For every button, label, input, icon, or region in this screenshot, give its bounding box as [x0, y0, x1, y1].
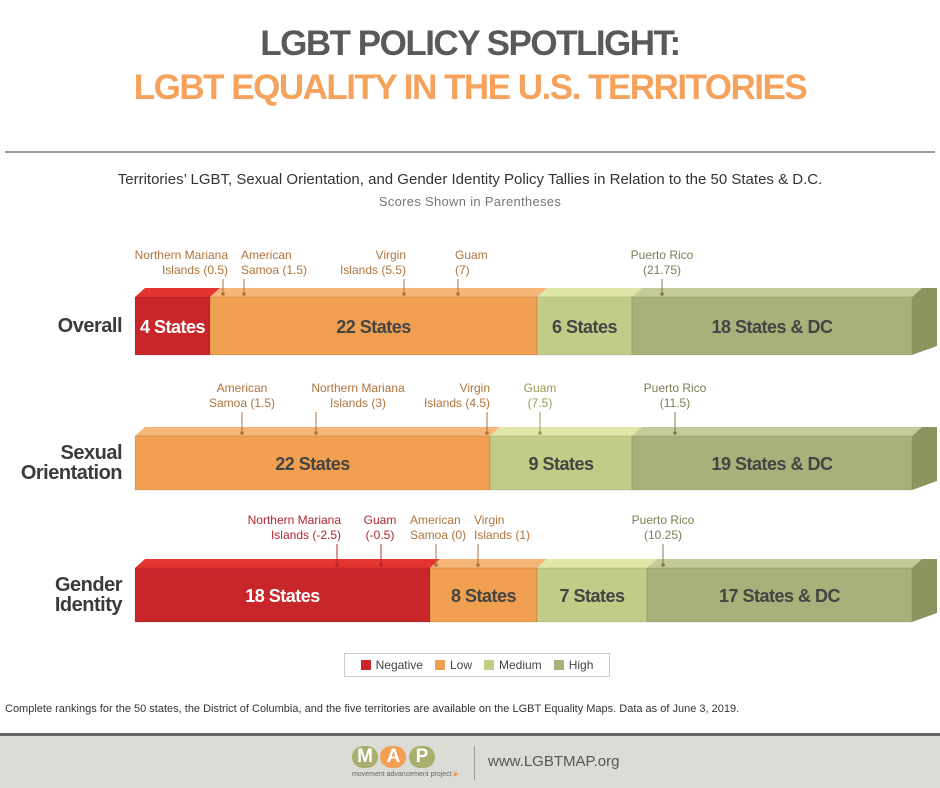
territory-marker-dot	[335, 563, 339, 567]
footer: M A P movement advancement project ▶ www…	[0, 733, 940, 788]
territory-marker-dot	[661, 563, 665, 567]
territory-marker-dot	[379, 563, 383, 567]
segment-label: 8 States	[451, 586, 517, 606]
territory-label: American Samoa (1.5)	[208, 381, 276, 410]
territory-marker-dot	[485, 431, 489, 435]
segment-label: 9 States	[528, 454, 594, 474]
bar-segment-low	[134, 435, 491, 491]
territory-marker-dot	[242, 292, 246, 296]
territory-label: Puerto Rico (21.75)	[630, 248, 694, 277]
territory-label: Virgin Islands (1)	[474, 513, 531, 542]
footnote: Complete rankings for the 50 states, the…	[5, 703, 740, 715]
segment-label: 7 States	[559, 586, 625, 606]
bar-side	[912, 288, 937, 355]
bar-segment-top	[647, 559, 922, 568]
chart-title: Territories’ LGBT, Sexual Orientation, a…	[117, 171, 823, 188]
logo-letter: A	[380, 746, 407, 768]
territory-label: Virgin Islands (4.5)	[423, 381, 490, 410]
segment-label: 22 States	[336, 317, 411, 337]
bar-segment-low	[429, 567, 538, 623]
segment-label: 18 States	[245, 586, 320, 606]
legend-item: Negative	[360, 658, 423, 672]
legend-swatch	[360, 660, 371, 670]
segment-label: 18 States & DC	[711, 317, 833, 337]
bar-segment-top	[430, 559, 547, 568]
segment-label: 22 States	[275, 454, 350, 474]
segment-label: 19 States & DC	[711, 454, 833, 474]
bar-segment-negative	[134, 567, 431, 623]
territory-label: Guam (7)	[455, 248, 488, 277]
bar-side	[912, 427, 937, 490]
segment-label: 4 States	[140, 317, 206, 337]
territory-marker-dot	[538, 431, 542, 435]
territory-marker-dot	[476, 563, 480, 567]
bar-segment-high	[631, 296, 913, 356]
territory-marker-dot	[402, 292, 406, 296]
territory-marker-dot	[314, 431, 318, 435]
territory-label: Guam (-0.5)	[363, 513, 397, 542]
bar-segment-medium	[536, 567, 648, 623]
territory-marker-dot	[673, 431, 677, 435]
play-arrow-icon: ▶	[453, 771, 459, 778]
bar-segment-top	[210, 288, 547, 297]
logo-letter: P	[408, 746, 435, 768]
bar-segment-negative	[134, 296, 211, 356]
territory-marker-dot	[660, 292, 664, 296]
bar-segment-top	[135, 288, 220, 297]
logo-tagline: movement advancement project	[352, 771, 452, 778]
divider	[5, 151, 935, 153]
legend-swatch	[553, 660, 564, 670]
territory-label: Guam (7.5)	[523, 381, 557, 410]
territory-label: Northern Mariana Islands (3)	[311, 381, 405, 410]
legend-item: High	[553, 658, 593, 672]
segment-label: 6 States	[552, 317, 618, 337]
territory-label: American Samoa (0)	[410, 513, 467, 542]
territory-marker-dot	[456, 292, 460, 296]
legend: Negative Low Medium High	[344, 653, 610, 677]
bar-chart: 4 States 22 States 6 States 18 States & DC 2…	[134, 279, 937, 623]
territory-label: Puerto Rico (11.5)	[643, 381, 707, 410]
logo-letter: M	[352, 746, 378, 768]
website-link[interactable]: www.LGBTMAP.org	[488, 753, 620, 770]
legend-item: Medium	[484, 658, 542, 672]
row-label: Overall	[57, 315, 123, 337]
bar-segment-top	[632, 427, 922, 436]
map-logo[interactable]: M A P movement advancement project ▶	[352, 746, 459, 778]
title-line-2: LGBT EQUALITY IN THE U.S. TERRITORIES	[133, 68, 808, 107]
chart-subtitle: Scores Shown in Parentheses	[378, 194, 562, 209]
bar-segment-high	[631, 435, 913, 491]
bar-segment-top	[135, 559, 440, 568]
legend-item: Low	[434, 658, 472, 672]
bar-segment-top	[490, 427, 642, 436]
territory-label: Virgin Islands (5.5)	[339, 248, 406, 277]
territory-marker-dot	[240, 431, 244, 435]
bar-side	[912, 559, 937, 622]
bar-segment-top	[537, 288, 642, 297]
segment-label: 17 States & DC	[719, 586, 841, 606]
title-line-1: LGBT POLICY SPOTLIGHT:	[260, 24, 681, 63]
bar-segment-top	[135, 427, 500, 436]
bar-segment-top	[537, 559, 657, 568]
bar-segment-top	[632, 288, 922, 297]
territory-marker-dot	[221, 292, 225, 296]
row-label: Sexual Orientation	[20, 442, 123, 484]
bar-segment-medium	[489, 435, 633, 491]
legend-swatch	[484, 660, 494, 670]
footer-divider	[474, 746, 475, 780]
territory-label: Northern Mariana Islands (-2.5)	[247, 513, 341, 542]
row-label: Gender Identity	[54, 574, 123, 616]
legend-swatch	[434, 660, 445, 670]
territory-label: American Samoa (1.5)	[241, 248, 308, 277]
territory-label: Puerto Rico (10.25)	[631, 513, 695, 542]
territory-label: Northern Mariana Islands (0.5)	[134, 248, 228, 277]
territory-marker-dot	[434, 563, 438, 567]
